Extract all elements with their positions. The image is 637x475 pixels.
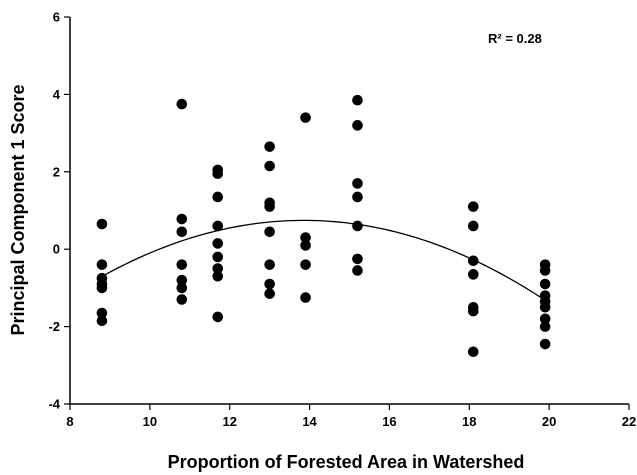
data-point [212,270,224,282]
y-tick-label: 2 [53,164,60,179]
data-point [539,321,551,332]
data-point [176,213,188,225]
data-point [264,259,275,270]
x-tick-label: 18 [462,414,476,429]
x-axis-title: Proportion of Forested Area in Watershed [168,452,525,472]
data-point [264,160,275,172]
data-point [352,120,363,131]
data-point [300,232,311,243]
y-tick-label: -4 [48,397,60,412]
data-point [352,94,363,106]
x-tick-label: 20 [542,414,556,429]
data-point [300,240,311,251]
data-point [352,265,363,276]
data-point [96,315,108,327]
data-point [467,305,479,317]
data-point [352,253,363,265]
data-point [96,307,108,319]
x-tick-label: 22 [622,414,636,429]
data-point [264,288,275,300]
y-tick-label: 0 [53,242,60,257]
data-point [176,226,188,238]
data-point [539,338,551,350]
data-point [300,292,311,303]
data-point [264,141,275,152]
x-tick-label: 12 [222,414,236,429]
x-tick-label: 16 [382,414,396,429]
data-point [264,278,275,290]
y-tick-label: 6 [53,10,60,25]
data-point [176,98,188,110]
data-point [212,191,224,203]
y-tick-label: 4 [53,87,61,102]
data-point [300,259,311,270]
data-point [467,346,479,358]
data-point [96,218,108,230]
y-tick-label: -2 [48,319,60,334]
data-point [212,220,224,232]
quadratic-fit-curve [101,219,546,301]
data-point [300,112,311,123]
data-point [96,282,108,294]
x-tick-label: 10 [143,414,157,429]
data-point [467,201,479,212]
axes [69,17,629,405]
data-point [212,311,224,323]
data-point [352,191,363,203]
data-point [176,282,188,294]
y-axis-ticks: -4 -2 0 2 4 6 [48,10,70,412]
data-point [467,269,479,280]
data-point [212,263,224,274]
data-point [264,201,275,212]
data-point [539,278,551,290]
data-point [176,259,188,270]
data-point [352,220,363,232]
data-point [539,301,551,313]
x-axis-ticks: 8 10 12 14 16 18 20 22 [66,404,636,429]
data-point [212,238,224,249]
data-point [212,251,224,263]
data-point [467,220,479,232]
data-point [539,265,551,276]
data-point [176,294,188,305]
data-point [96,259,108,270]
y-axis-title: Principal Component 1 Score [8,84,28,335]
data-point [264,226,275,238]
x-tick-label: 8 [66,414,73,429]
data-points [96,94,551,358]
data-point [352,178,363,189]
data-point [467,255,479,267]
r-squared-annotation: R² = 0.28 [488,31,542,46]
x-tick-label: 14 [302,414,317,429]
data-point [539,313,551,325]
data-point [212,168,224,180]
data-point [176,274,188,286]
